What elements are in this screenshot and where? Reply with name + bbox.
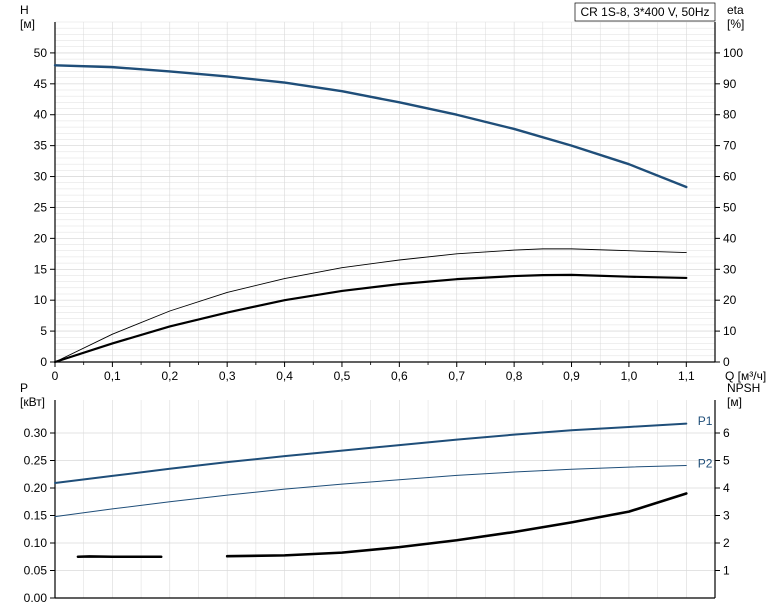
y-left-tick-label: 0.15	[24, 509, 48, 523]
y-left-tick-label: 0.20	[24, 481, 48, 495]
y-left-title-2: [м]	[20, 17, 35, 31]
y-right-tick-label: 10	[723, 324, 737, 338]
y-left-title-2: [кВт]	[20, 395, 45, 409]
y-right-tick-label: 20	[723, 293, 737, 307]
y-right-title-1: eta	[727, 3, 744, 17]
y-left-tick-label: 35	[34, 139, 48, 153]
y-right-tick-label: 40	[723, 231, 737, 245]
y-right-tick-label: 70	[723, 139, 737, 153]
y-left-tick-label: 45	[34, 77, 48, 91]
x-tick-label: 1,1	[678, 369, 695, 383]
y-right-title-2: [м]	[727, 395, 742, 409]
y-left-tick-label: 0.25	[24, 454, 48, 468]
x-tick-label: 0,5	[334, 369, 351, 383]
y-left-tick-label: 5	[40, 324, 47, 338]
x-tick-label: 0,9	[563, 369, 580, 383]
y-right-title-2: [%]	[727, 17, 744, 31]
y-left-title-1: H	[20, 3, 29, 17]
x-tick-label: 0,1	[104, 369, 121, 383]
y-left-tick-label: 0.05	[24, 564, 48, 578]
y-right-tick-label: 4	[723, 481, 730, 495]
y-left-tick-label: 30	[34, 170, 48, 184]
y-right-tick-label: 30	[723, 262, 737, 276]
x-tick-label: 1,0	[621, 369, 638, 383]
y-left-tick-label: 0.30	[24, 426, 48, 440]
y-left-tick-label: 20	[34, 231, 48, 245]
y-left-tick-label: 0	[40, 355, 47, 369]
x-tick-label: 0,3	[219, 369, 236, 383]
y-right-tick-label: 2	[723, 536, 730, 550]
x-tick-label: 0,2	[161, 369, 178, 383]
y-right-tick-label: 0	[723, 355, 730, 369]
y-right-tick-label: 50	[723, 200, 737, 214]
x-tick-label: 0,7	[448, 369, 465, 383]
y-right-tick-label: 6	[723, 426, 730, 440]
y-right-tick-label: 3	[723, 509, 730, 523]
y-left-tick-label: 0.00	[24, 591, 48, 605]
y-right-tick-label: 60	[723, 170, 737, 184]
y-right-tick-label: 80	[723, 108, 737, 122]
y-left-tick-label: 0.10	[24, 536, 48, 550]
y-left-title-1: P	[20, 381, 28, 395]
y-left-tick-label: 15	[34, 262, 48, 276]
pump-curve-figure: CR 1S-8, 3*400 V, 50Hz 0 0,1 0,2 0,3 0,4 0,5 0,…	[0, 0, 774, 611]
series-label-P1: P1	[698, 414, 713, 428]
y-left-tick-label: 50	[34, 46, 48, 60]
y-left-tick-label: 25	[34, 200, 48, 214]
x-tick-label: 0	[52, 369, 59, 383]
y-right-tick-label: 5	[723, 454, 730, 468]
y-right-tick-label: 100	[723, 46, 743, 60]
x-tick-label: 0,8	[506, 369, 523, 383]
y-left-tick-label: 40	[34, 108, 48, 122]
y-right-tick-label: 1	[723, 564, 730, 578]
svg-canvas: CR 1S-8, 3*400 V, 50Hz 0 0,1 0,2 0,3 0,4 0,5 0,…	[0, 0, 774, 611]
x-tick-label: 0,4	[276, 369, 293, 383]
header-label: CR 1S-8, 3*400 V, 50Hz	[581, 5, 710, 19]
series-label-P2: P2	[698, 457, 713, 471]
y-left-tick-label: 10	[34, 293, 48, 307]
y-right-tick-label: 90	[723, 77, 737, 91]
y-right-title-1: NPSH	[727, 381, 760, 395]
x-tick-label: 0,6	[391, 369, 408, 383]
